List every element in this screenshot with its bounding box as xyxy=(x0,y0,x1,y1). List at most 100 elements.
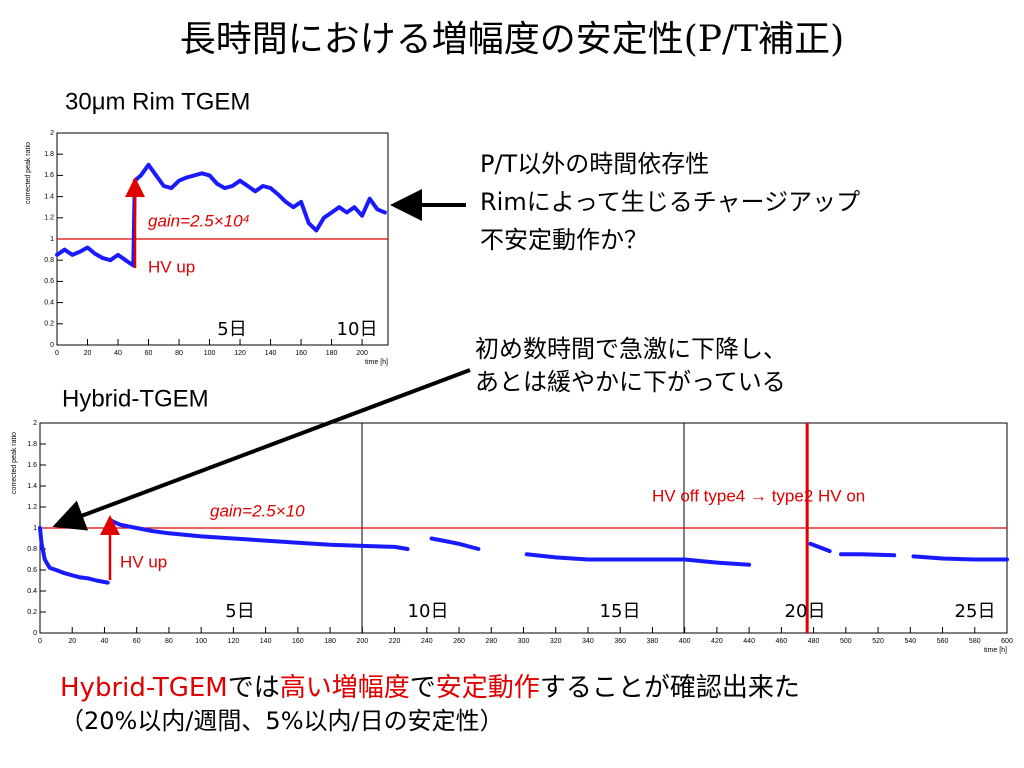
x-tick-label: 80 xyxy=(175,350,183,357)
x-tick-label: 280 xyxy=(485,638,497,645)
annotation: gain=2.5×10⁴ xyxy=(148,211,250,230)
conclusion-part: 安定動作 xyxy=(436,673,540,703)
annotation: HV off type4 → type2 HV on xyxy=(652,486,865,505)
arrow xyxy=(52,368,471,531)
conclusion-part: では xyxy=(228,673,280,703)
charts: 00.20.40.60.811.21.41.61.820 20 40 60 80 100 1… xyxy=(11,130,1013,654)
y-tick-label: 0.4 xyxy=(44,299,54,306)
x-tick-label: 240 xyxy=(421,638,433,645)
data-line xyxy=(55,162,387,268)
day-label: 10日 xyxy=(337,319,378,340)
x-tick-label: 480 xyxy=(808,638,820,645)
x-tick-label: 580 xyxy=(969,638,981,645)
x-tick-label: 140 xyxy=(265,350,277,357)
x-tick-label: 420 xyxy=(711,638,723,645)
x-tick-label: 0 xyxy=(55,350,59,357)
x-tick-label: 180 xyxy=(326,350,338,357)
x-tick-label: 460 xyxy=(776,638,788,645)
x-tick-label: 120 xyxy=(228,638,240,645)
x-tick-label: 260 xyxy=(453,638,465,645)
x-tick-label: 60 xyxy=(133,638,141,645)
y-tick-label: 1.2 xyxy=(27,504,37,511)
x-tick-label: 0 xyxy=(38,638,42,645)
x-tick-label: 60 xyxy=(145,350,153,357)
day-label: 5日 xyxy=(217,319,246,340)
x-tick-label: 200 xyxy=(356,638,368,645)
y-tick-label: 0.4 xyxy=(27,588,37,595)
x-tick-label: 40 xyxy=(101,638,109,645)
x-tick-label: 560 xyxy=(937,638,949,645)
note: あとは緩やかに下がっている xyxy=(475,368,786,396)
x-tick-label: 160 xyxy=(292,638,304,645)
x-tick-label: 320 xyxy=(550,638,562,645)
x-axis-label: time [h] xyxy=(984,647,1007,654)
x-tick-label: 160 xyxy=(295,350,307,357)
y-tick-label: 0 xyxy=(33,630,37,637)
y-tick-label: 1.6 xyxy=(44,172,54,179)
y-tick-label: 2 xyxy=(50,130,54,137)
y-tick-label: 2 xyxy=(33,420,37,427)
y-tick-label: 0.8 xyxy=(27,546,37,553)
annotation: HV up xyxy=(120,552,167,571)
conclusion-part: で xyxy=(410,673,436,703)
x-tick-label: 140 xyxy=(260,638,272,645)
x-tick-label: 180 xyxy=(324,638,336,645)
y-tick-label: 1.2 xyxy=(44,215,54,222)
conclusion-part: Hybrid-TGEM xyxy=(60,673,228,703)
x-axis-label: time [h] xyxy=(365,359,388,366)
y-axis-label: corrected peak ratio xyxy=(11,432,18,494)
chart-title: 30μm Rim TGEM xyxy=(65,88,250,115)
y-tick-label: 1.4 xyxy=(44,193,54,200)
x-tick-label: 100 xyxy=(204,350,216,357)
x-tick-label: 340 xyxy=(582,638,594,645)
x-tick-label: 300 xyxy=(518,638,530,645)
y-tick-label: 1.6 xyxy=(27,462,37,469)
y-tick-label: 1 xyxy=(50,236,54,243)
day-label: 5日 xyxy=(225,601,254,622)
conclusion-part: 高い増幅度 xyxy=(280,673,410,703)
day-label: 20日 xyxy=(785,601,826,622)
note: 初め数時間で急激に下降し、 xyxy=(475,335,787,363)
y-axis-label: corrected peak ratio xyxy=(25,142,32,204)
y-tick-label: 0 xyxy=(50,342,54,349)
x-tick-label: 540 xyxy=(904,638,916,645)
x-tick-label: 600 xyxy=(1001,638,1013,645)
x-tick-label: 200 xyxy=(356,350,368,357)
note: 不安定動作か？ xyxy=(480,226,648,254)
x-tick-label: 20 xyxy=(68,638,76,645)
day-label: 25日 xyxy=(955,601,996,622)
y-tick-label: 0.6 xyxy=(27,567,37,574)
note: Rimによって生じるチャージアップ xyxy=(480,188,860,216)
chart-title: Hybrid-TGEM xyxy=(62,385,209,412)
y-tick-label: 1.8 xyxy=(44,151,54,158)
y-tick-label: 1 xyxy=(33,525,37,532)
x-tick-label: 100 xyxy=(195,638,207,645)
x-tick-label: 360 xyxy=(614,638,626,645)
y-tick-label: 1.8 xyxy=(27,441,37,448)
x-tick-label: 120 xyxy=(234,350,246,357)
day-label: 10日 xyxy=(408,601,449,622)
x-tick-label: 20 xyxy=(84,350,92,357)
y-tick-label: 1.4 xyxy=(27,483,37,490)
conclusion-note: （20%以内/週間、5%以内/日の安定性） xyxy=(60,707,504,735)
conclusion-part: することが確認出来た xyxy=(540,673,800,703)
x-tick-label: 380 xyxy=(647,638,659,645)
y-tick-label: 0.8 xyxy=(44,257,54,264)
x-tick-label: 440 xyxy=(743,638,755,645)
y-tick-label: 0.2 xyxy=(44,321,54,328)
conclusion: Hybrid-TGEMでは高い増幅度で安定動作することが確認出来た xyxy=(60,673,800,703)
annotation: gain=2.5×10 xyxy=(210,501,305,520)
x-tick-label: 220 xyxy=(389,638,401,645)
x-tick-label: 500 xyxy=(840,638,852,645)
note: P/T以外の時間依存性 xyxy=(480,150,709,178)
x-tick-label: 400 xyxy=(679,638,691,645)
data-line xyxy=(38,518,1009,585)
x-tick-label: 520 xyxy=(872,638,884,645)
y-tick-label: 0.6 xyxy=(44,278,54,285)
y-tick-label: 0.2 xyxy=(27,609,37,616)
x-tick-label: 40 xyxy=(114,350,122,357)
slide-title: 長時間における増幅度の安定性(P/T補正) xyxy=(180,19,844,60)
day-label: 15日 xyxy=(600,601,641,622)
x-tick-label: 80 xyxy=(165,638,173,645)
